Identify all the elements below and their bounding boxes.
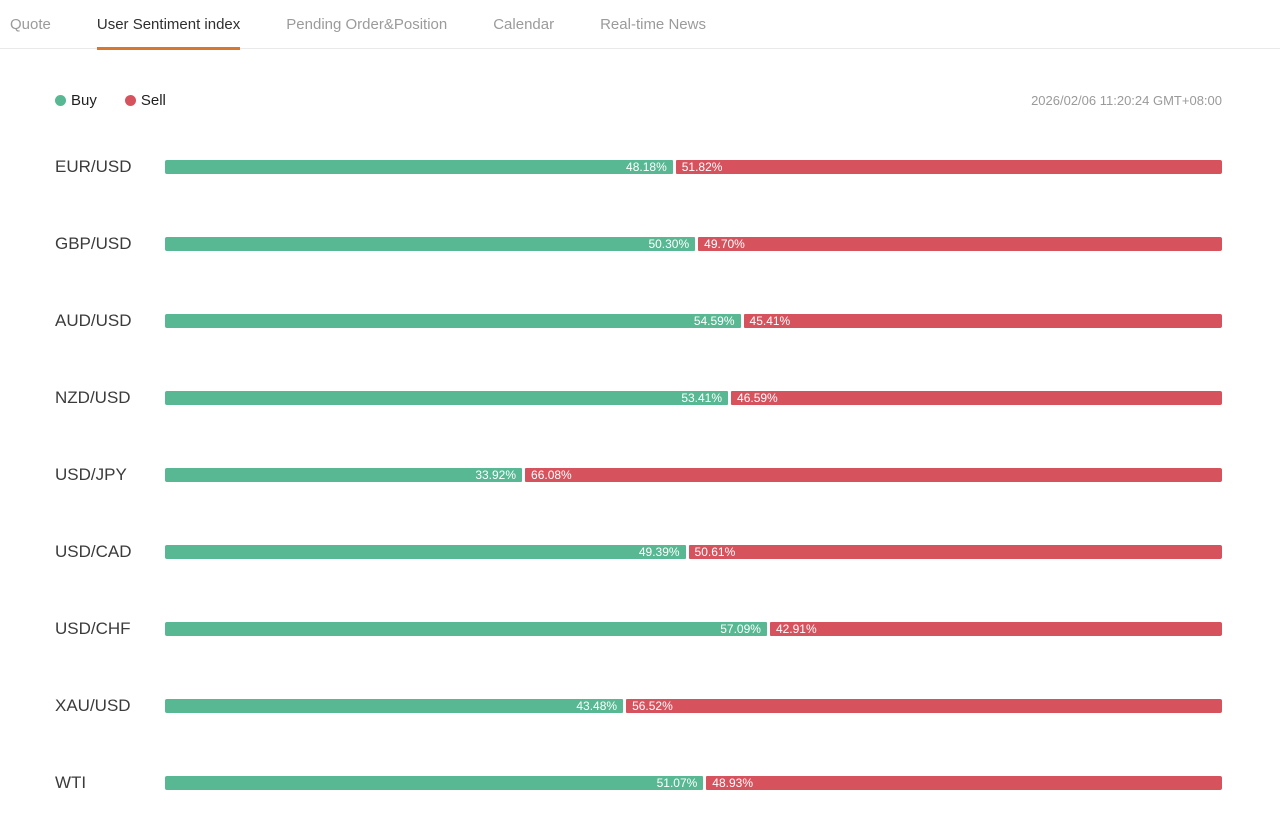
tab-quote[interactable]: Quote — [10, 15, 51, 33]
instrument-label: EUR/USD — [55, 156, 132, 176]
tab-user-sentiment-index[interactable]: User Sentiment index — [96, 0, 241, 50]
sentiment-row: EUR/USD 48.18% 51.82% — [0, 128, 1280, 205]
sentiment-bar: 51.07% 48.93% — [165, 775, 1222, 790]
sell-percent-label: 56.52% — [632, 698, 673, 713]
sell-bar-segment: 66.08% — [525, 467, 1222, 482]
sentiment-row: USD/CHF 57.09% 42.91% — [0, 590, 1280, 667]
buy-bar-segment: 43.48% — [165, 698, 624, 713]
buy-percent-label: 48.18% — [626, 159, 667, 174]
buy-bar-segment: 51.07% — [165, 775, 704, 790]
sentiment-row: AUD/USD 54.59% 45.41% — [0, 282, 1280, 359]
buy-percent-label: 43.48% — [576, 698, 618, 713]
sell-bar-segment: 46.59% — [731, 390, 1222, 405]
buy-percent-label: 53.41% — [681, 390, 723, 405]
sell-bar-segment: 49.70% — [698, 236, 1222, 251]
buy-bar-segment: 53.41% — [165, 390, 729, 405]
instrument-label: NZD/USD — [55, 387, 131, 407]
legend-sell-label: Sell — [140, 91, 166, 109]
sell-percent-label: 46.59% — [737, 390, 778, 405]
sell-bar-segment: 50.61% — [688, 544, 1222, 559]
buy-bar-segment: 48.18% — [165, 159, 673, 174]
sentiment-row: NZD/USD 53.41% 46.59% — [0, 359, 1280, 436]
sentiment-bar: 50.30% 49.70% — [165, 236, 1222, 251]
sentiment-row: WTI 51.07% 48.93% — [0, 744, 1280, 821]
sell-percent-label: 49.70% — [704, 236, 745, 251]
instrument-label: USD/CAD — [55, 541, 132, 561]
buy-bar-segment: 54.59% — [165, 313, 741, 328]
sell-percent-label: 48.93% — [712, 775, 753, 790]
sell-bar-segment: 45.41% — [743, 313, 1222, 328]
sentiment-row: GBP/USD 50.30% 49.70% — [0, 205, 1280, 282]
timestamp: 2026/02/06 11:20:24 GMT+08:00 — [1031, 92, 1222, 108]
legend-row: Buy Sell 2026/02/06 11:20:24 GMT+08:00 — [55, 90, 1222, 110]
instrument-label: USD/CHF — [55, 618, 131, 638]
sentiment-bar: 49.39% 50.61% — [165, 544, 1222, 559]
buy-percent-label: 49.39% — [638, 544, 680, 559]
sentiment-bar: 57.09% 42.91% — [165, 621, 1222, 636]
buy-percent-label: 50.30% — [648, 236, 690, 251]
sentiment-row: USD/JPY 33.92% 66.08% — [0, 436, 1280, 513]
sell-percent-label: 50.61% — [694, 544, 736, 559]
sell-bar-segment: 56.52% — [626, 698, 1222, 713]
tab-bar: Quote User Sentiment index Pending Order&P… — [0, 0, 1280, 50]
buy-bar-segment: 50.30% — [165, 236, 696, 251]
buy-percent-label: 57.09% — [720, 621, 761, 636]
sentiment-bar: 33.92% 66.08% — [165, 467, 1222, 482]
instrument-label: XAU/USD — [55, 695, 131, 715]
instrument-label: AUD/USD — [55, 310, 132, 330]
sentiment-row: XAU/USD 43.48% 56.52% — [0, 667, 1280, 744]
sell-bar-segment: 42.91% — [769, 621, 1222, 636]
buy-percent-label: 54.59% — [693, 313, 735, 328]
sell-dot-icon — [124, 94, 136, 106]
buy-dot-icon — [55, 94, 66, 106]
tab-real-time-news[interactable]: Real-time News — [600, 15, 706, 33]
sell-percent-label: 45.41% — [749, 313, 791, 328]
buy-percent-label: 33.92% — [475, 467, 517, 482]
tab-pending-order-position[interactable]: Pending Order&Position — [286, 15, 448, 33]
legend-item-buy: Buy — [55, 92, 97, 109]
sell-bar-segment: 48.93% — [706, 775, 1222, 790]
sentiment-bar: 54.59% 45.41% — [165, 313, 1222, 328]
instrument-label: WTI — [55, 772, 87, 792]
sell-percent-label: 51.82% — [681, 159, 723, 174]
sentiment-rows: EUR/USD 48.18% 51.82% GBP/USD 50.30% 49.70% AU… — [0, 128, 1280, 821]
sentiment-row: USD/CAD 49.39% 50.61% — [0, 513, 1280, 590]
legend-item-sell: Sell — [124, 91, 166, 109]
buy-bar-segment: 49.39% — [165, 544, 686, 559]
instrument-label: USD/JPY — [55, 464, 127, 484]
tab-calendar[interactable]: Calendar — [493, 15, 555, 33]
sentiment-bar: 43.48% 56.52% — [165, 698, 1222, 713]
buy-bar-segment: 33.92% — [165, 467, 523, 482]
sell-bar-segment: 51.82% — [675, 159, 1222, 174]
sell-percent-label: 66.08% — [531, 467, 572, 482]
buy-percent-label: 51.07% — [656, 775, 698, 790]
legend-buy-label: Buy — [71, 91, 97, 109]
sell-percent-label: 42.91% — [775, 621, 817, 636]
sentiment-bar: 53.41% 46.59% — [165, 390, 1222, 405]
sentiment-bar: 48.18% 51.82% — [165, 159, 1222, 174]
instrument-label: GBP/USD — [55, 233, 132, 253]
buy-bar-segment: 57.09% — [165, 621, 767, 636]
